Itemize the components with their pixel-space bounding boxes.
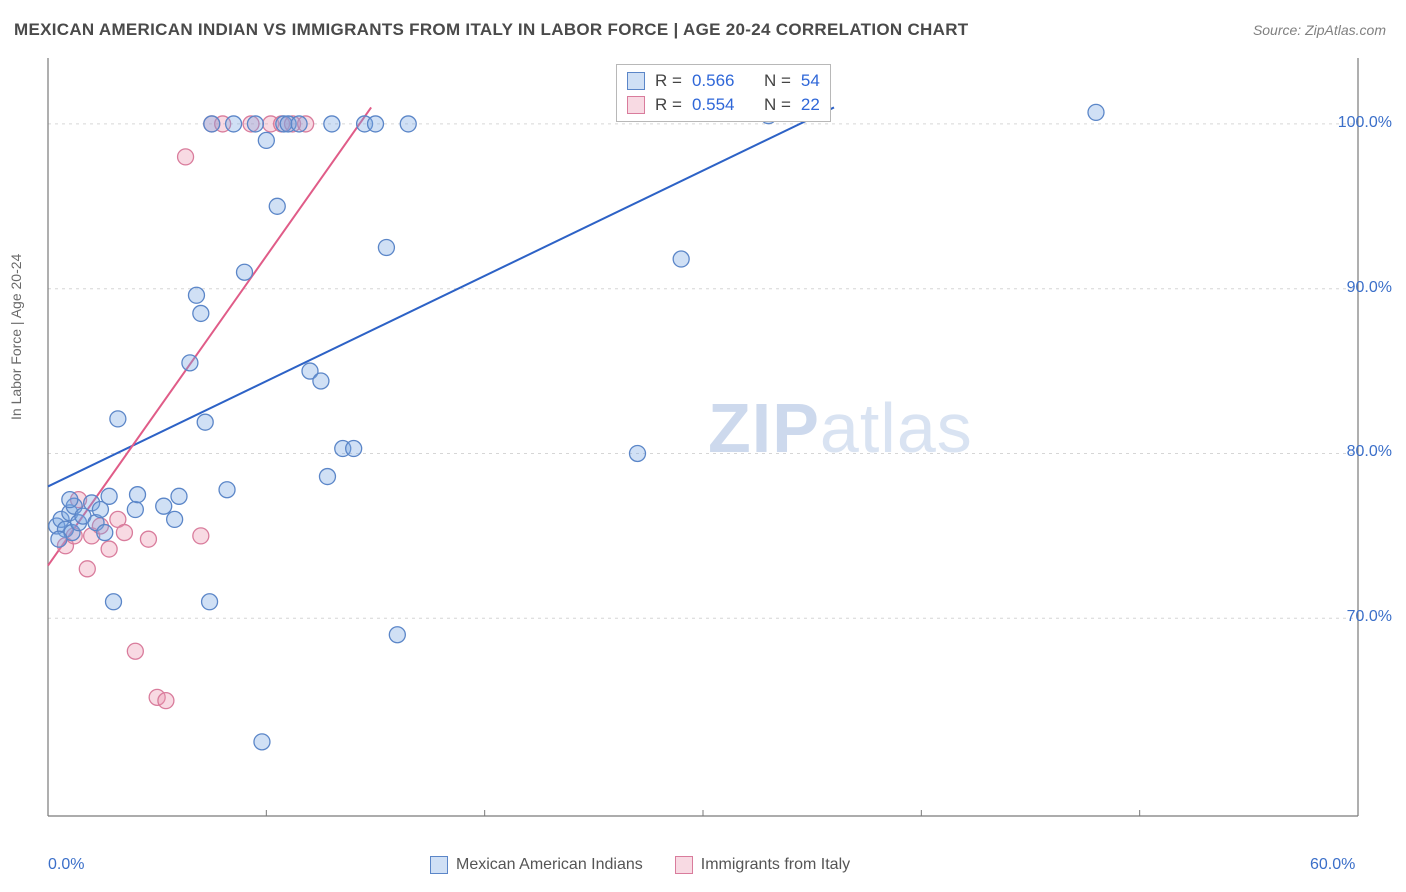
legend-r-value: 0.566 [692, 71, 735, 91]
legend-swatch-icon [627, 72, 645, 90]
x-tick-label: 60.0% [1310, 856, 1355, 874]
legend-n-label: N = [764, 95, 791, 115]
y-axis-label: In Labor Force | Age 20-24 [8, 254, 24, 420]
y-tick-label: 100.0% [1338, 114, 1392, 132]
legend-swatch-b [675, 856, 693, 874]
x-tick-label: 0.0% [48, 856, 84, 874]
correlation-legend-row: R = 0.554 N = 22 [627, 93, 820, 117]
source-prefix: Source: [1253, 22, 1305, 38]
chart-container: MEXICAN AMERICAN INDIAN VS IMMIGRANTS FR… [0, 0, 1406, 892]
y-tick-label: 90.0% [1347, 279, 1392, 297]
scatter-svg [48, 58, 1358, 816]
legend-item-series-b: Immigrants from Italy [675, 856, 850, 874]
legend-r-value: 0.554 [692, 95, 735, 115]
correlation-legend: R = 0.566 N = 54 R = 0.554 N = 22 [616, 64, 831, 122]
legend-swatch-a [430, 856, 448, 874]
legend-item-series-a: Mexican American Indians [430, 856, 643, 874]
legend-swatch-icon [627, 96, 645, 114]
y-tick-label: 80.0% [1347, 443, 1392, 461]
legend-n-value: 54 [801, 71, 820, 91]
y-tick-label: 70.0% [1347, 608, 1392, 626]
series-legend: Mexican American Indians Immigrants from… [430, 856, 850, 874]
legend-n-label: N = [764, 71, 791, 91]
legend-r-label: R = [655, 95, 682, 115]
source-attribution: Source: ZipAtlas.com [1253, 22, 1386, 38]
correlation-legend-row: R = 0.566 N = 54 [627, 69, 820, 93]
legend-label-a: Mexican American Indians [456, 856, 643, 874]
plot-area: ZIPatlas R =0.566 N =54R =0.554 N =22 [48, 58, 1358, 816]
legend-label-b: Immigrants from Italy [701, 856, 850, 874]
chart-title: MEXICAN AMERICAN INDIAN VS IMMIGRANTS FR… [14, 20, 968, 40]
source-link[interactable]: ZipAtlas.com [1305, 22, 1386, 38]
legend-r-label: R = [655, 71, 682, 91]
legend-n-value: 22 [801, 95, 820, 115]
